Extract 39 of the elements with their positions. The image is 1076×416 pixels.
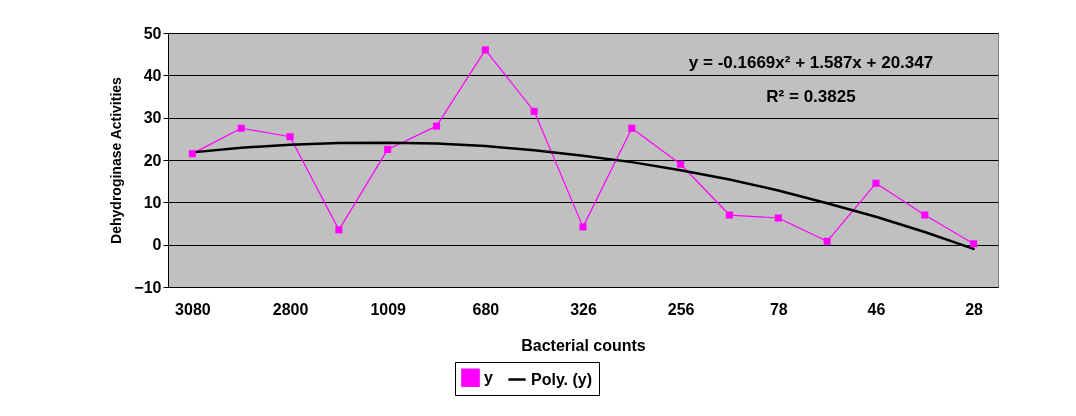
y-tick-label: 0 (152, 236, 162, 254)
point (335, 226, 343, 234)
point (970, 240, 978, 248)
x-tick-label: 256 (667, 300, 695, 318)
point (628, 124, 636, 132)
x-tick-label: 680 (472, 300, 500, 318)
point (432, 122, 441, 130)
y-tick-label: 50 (143, 24, 162, 42)
x-tick-label: 326 (570, 300, 597, 318)
point (530, 107, 538, 115)
x-tick-label: 2800 (272, 300, 309, 318)
point (872, 179, 880, 187)
point (677, 160, 685, 168)
point (481, 46, 489, 54)
point (774, 214, 782, 222)
x-tick-label: 3080 (175, 300, 211, 318)
y-tick-label: 10 (143, 193, 162, 211)
point (725, 211, 734, 219)
x-tick-label: 1009 (370, 300, 407, 318)
legend-label: Poly. (y) (531, 370, 593, 388)
x-axis-title: Bacterial counts (521, 336, 646, 354)
annotation: y = -0.1669x² + 1.587x + 20.347 (688, 53, 934, 72)
point (921, 211, 929, 219)
y-tick-label: 40 (143, 66, 162, 84)
point (823, 237, 831, 245)
y-tick-label: −10 (134, 278, 162, 296)
x-tick-label: 78 (769, 300, 788, 318)
y-tick-label: 30 (143, 109, 162, 127)
point (188, 150, 196, 158)
y-axis-title: Dehydroginase Activities (108, 76, 125, 244)
annotation: R² = 0.3825 (766, 87, 856, 106)
point (237, 124, 245, 132)
legend-label: y (484, 368, 493, 386)
point (384, 145, 392, 153)
x-tick-label: 46 (867, 300, 886, 318)
point (579, 223, 587, 231)
x-tick-label: 28 (965, 300, 984, 318)
y-tick-label: 20 (143, 151, 162, 169)
point (286, 133, 294, 141)
